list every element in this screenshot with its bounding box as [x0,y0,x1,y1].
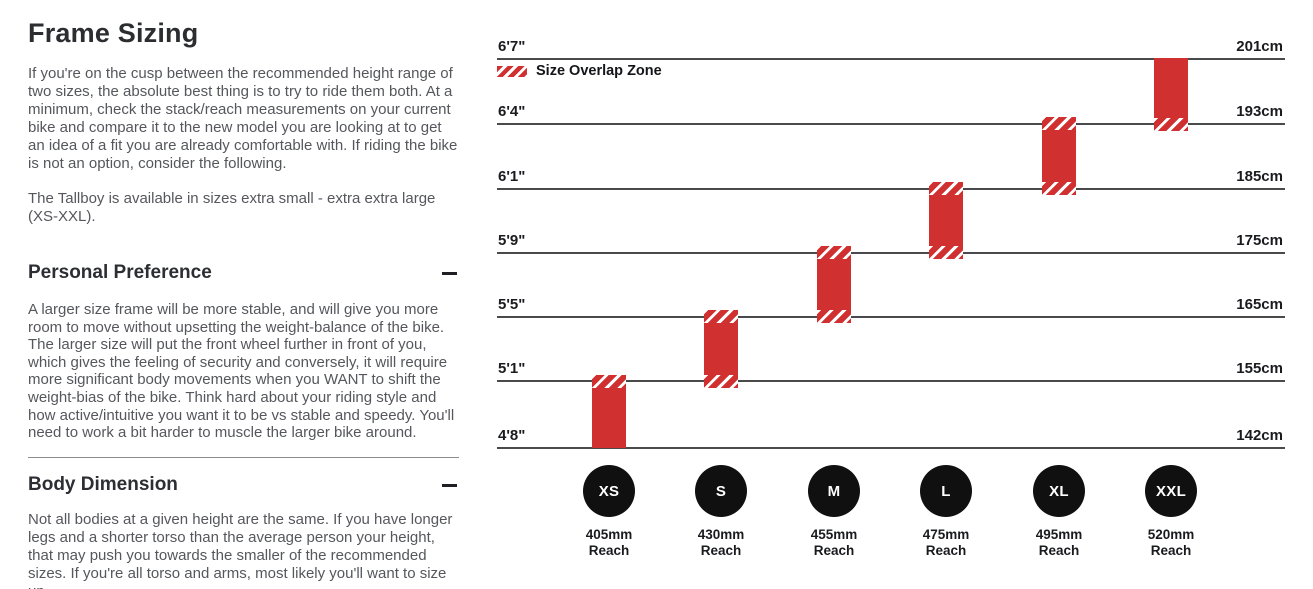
overlap-hatch-bottom [1154,118,1188,131]
reach-label-xl: 495mm Reach [1009,527,1109,559]
tick-metric: 142cm [1236,427,1283,444]
size-badge-label: S [715,482,727,500]
tick-imperial: 5'9" [498,232,526,249]
minus-icon [442,484,457,487]
reach-word: Reach [588,543,630,558]
availability-paragraph: The Tallboy is available in sizes extra … [28,190,436,225]
size-badge-l: L [920,465,972,517]
reach-value: 475mm [922,527,970,542]
height-gridline [497,316,1285,318]
tick-imperial: 6'4" [498,103,526,120]
reach-label-m: 455mm Reach [784,527,884,559]
section-title-personal-preference: Personal Preference [28,262,212,283]
size-badge-label: XL [1049,482,1069,500]
overlap-hatch-bottom [704,375,738,388]
reach-value: 455mm [810,527,858,542]
tick-metric: 165cm [1236,296,1283,313]
body-dimension-collapse-button[interactable] [441,476,459,494]
minus-icon [442,272,457,275]
reach-label-xxl: 520mm Reach [1121,527,1221,559]
personal-preference-body: A larger size frame will be more stable,… [28,301,455,442]
height-gridline [497,188,1285,190]
size-badge-xl: XL [1033,465,1085,517]
overlap-hatch-top [592,375,626,388]
intro-paragraph: If you're on the cusp between the recomm… [28,65,458,172]
overlap-hatch-bottom [817,310,851,323]
reach-value: 520mm [1147,527,1195,542]
overlap-hatch-icon [497,65,527,77]
size-badge-s: S [695,465,747,517]
reach-label-s: 430mm Reach [671,527,771,559]
size-badge-xxl: XXL [1145,465,1197,517]
size-badge-label: M [827,482,841,500]
height-gridline [497,447,1285,449]
overlap-hatch-top [1042,117,1076,130]
height-gridline [497,252,1285,254]
size-badge-xs: XS [583,465,635,517]
tick-metric: 175cm [1236,232,1283,249]
size-range-bar-m [817,246,851,323]
tick-metric: 155cm [1236,360,1283,377]
reach-word: Reach [925,543,967,558]
tick-imperial: 6'1" [498,168,526,185]
overlap-hatch-bottom [929,246,963,259]
size-badge-label: L [941,482,951,500]
reach-word: Reach [700,543,742,558]
size-badge-label: XS [598,482,620,500]
body-dimension-body: Not all bodies at a given height are the… [28,511,453,589]
size-range-bar-xs [592,375,626,448]
reach-value: 430mm [697,527,745,542]
overlap-hatch-top [704,310,738,323]
tick-imperial: 6'7" [498,38,526,55]
section-title-body-dimension: Body Dimension [28,474,178,495]
tick-metric: 185cm [1236,168,1283,185]
reach-label-xs: 405mm Reach [559,527,659,559]
size-badge-label: XXL [1155,482,1187,500]
size-badge-m: M [808,465,860,517]
reach-word: Reach [813,543,855,558]
height-gridline [497,123,1285,125]
size-chart: 6'7" 6'4" 6'1" 5'9" 5'5" 5'1" 4'8" 201cm… [497,0,1285,589]
tick-imperial: 5'1" [498,360,526,377]
tick-imperial: 5'5" [498,296,526,313]
tick-imperial: 4'8" [498,427,526,444]
size-range-bar-xxl [1154,58,1188,131]
overlap-hatch-top [929,182,963,195]
tick-metric: 193cm [1236,103,1283,120]
reach-value: 405mm [585,527,633,542]
overlap-hatch-top [817,246,851,259]
section-divider [28,457,459,458]
body-dimension-header[interactable]: Body Dimension [28,473,459,497]
reach-label-l: 475mm Reach [896,527,996,559]
reach-word: Reach [1038,543,1080,558]
legend: Size Overlap Zone [497,63,662,79]
tick-metric: 201cm [1236,38,1283,55]
size-range-bar-xl [1042,117,1076,195]
legend-label: Size Overlap Zone [536,63,662,79]
personal-preference-header[interactable]: Personal Preference [28,261,459,285]
size-range-bar-s [704,310,738,388]
height-gridline [497,58,1285,60]
size-range-bar-l [929,182,963,259]
reach-word: Reach [1150,543,1192,558]
personal-preference-collapse-button[interactable] [441,264,459,282]
reach-value: 495mm [1035,527,1083,542]
overlap-hatch-bottom [1042,182,1076,195]
height-gridline [497,380,1285,382]
page-title: Frame Sizing [28,18,199,48]
